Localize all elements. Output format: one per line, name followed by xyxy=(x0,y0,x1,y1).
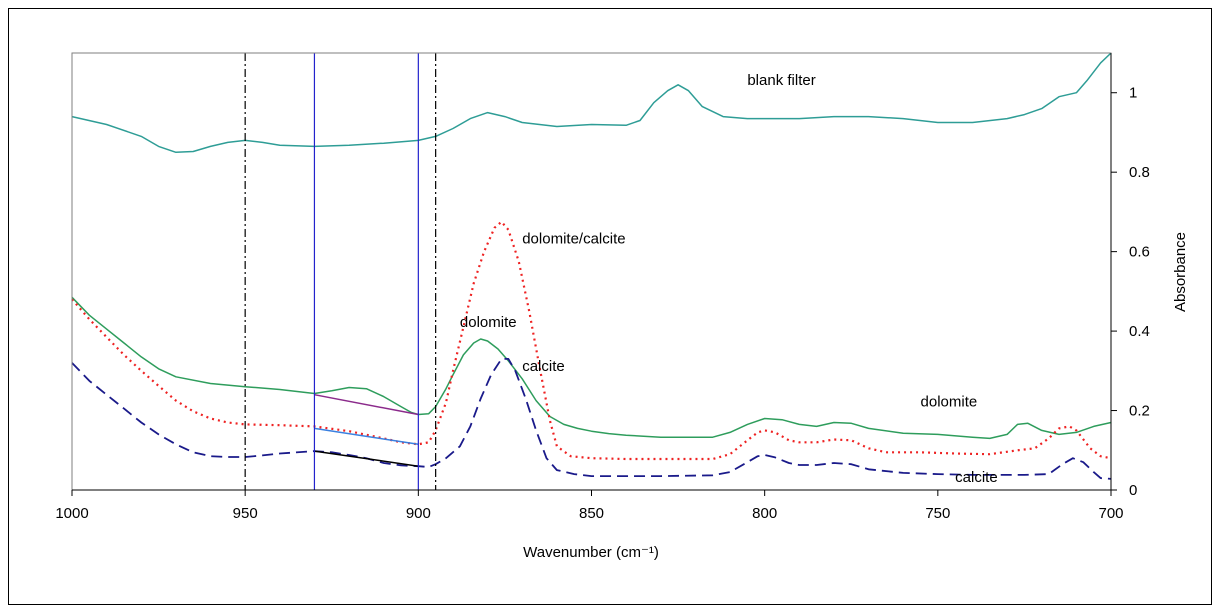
annotation-label: calcite xyxy=(522,358,565,375)
series-line-blank xyxy=(71,52,1112,154)
y-tick-label: 0.4 xyxy=(1129,323,1150,340)
x-tick-label: 1000 xyxy=(55,505,88,522)
y-axis-title: Absorbance xyxy=(1172,232,1189,312)
annotation-label: dolomite xyxy=(921,394,978,411)
annotation-label: dolomite/calcite xyxy=(522,231,625,248)
x-axis-title: Wavenumber (cm⁻¹) xyxy=(523,544,659,561)
x-tick-label: 900 xyxy=(406,505,431,522)
annotation-label: dolomite xyxy=(460,314,517,331)
y-ticks: 0 0.2 0.4 0.6 0.8 1 xyxy=(1111,85,1150,499)
y-tick-label: 1 xyxy=(1129,85,1137,102)
series-line-base-mixture xyxy=(314,427,419,446)
x-tick-label: 750 xyxy=(925,505,950,522)
annotations-layer: blank filter dolomite/calcite dolomite calc… xyxy=(460,72,998,486)
plot-area-border xyxy=(71,52,1112,491)
x-tick-label: 950 xyxy=(233,505,258,522)
series-line-base-calcite xyxy=(314,450,419,467)
series-line-dolomite xyxy=(71,296,1112,440)
annotation-label: calcite xyxy=(955,469,998,486)
annotation-label: blank filter xyxy=(747,72,815,89)
marker-lines-layer xyxy=(244,53,437,490)
y-tick-label: 0.8 xyxy=(1129,164,1150,181)
y-tick-label: 0.6 xyxy=(1129,244,1150,261)
series-line-calcite xyxy=(71,358,1112,480)
x-tick-label: 800 xyxy=(752,505,777,522)
x-ticks: 1000 950 900 850 800 750 700 xyxy=(55,490,1124,522)
series-layer xyxy=(71,52,1112,480)
x-tick-label: 700 xyxy=(1098,505,1123,522)
series-line-base-dolomite xyxy=(314,393,419,416)
chart-frame xyxy=(8,8,1212,605)
x-tick-label: 850 xyxy=(579,505,604,522)
y-tick-label: 0.2 xyxy=(1129,403,1150,420)
series-line-dolomite-calcite xyxy=(71,220,1112,461)
y-tick-label: 0 xyxy=(1129,482,1137,499)
